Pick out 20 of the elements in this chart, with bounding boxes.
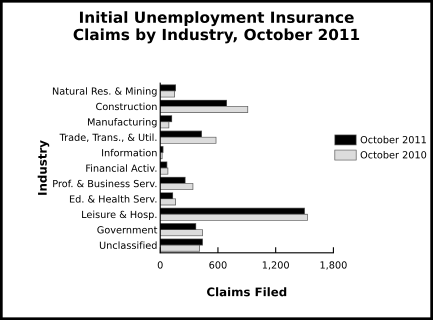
y-tick-label: Government	[97, 226, 158, 234]
x-axis-title: Claims Filed	[207, 287, 286, 296]
y-tick-label: Prof. & Business Serv.	[53, 180, 156, 188]
y-tick-label: Manufacturing	[88, 118, 157, 128]
y-tick-label: Natural Res. & Mining	[52, 87, 157, 97]
y-tick-label: Unclassified	[100, 241, 157, 249]
y-tick-label: Trade, Trans., & Util.	[60, 133, 156, 142]
chart-title: Initial Unemployment Insurance Claims by Industry, October 2011	[74, 11, 360, 44]
x-tick-label: 1,200	[262, 261, 289, 270]
x-tick-label: 0	[158, 261, 163, 269]
y-axis-title: Industry	[38, 140, 50, 195]
y-tick-label: Information	[102, 148, 157, 156]
legend-label: October 2011	[360, 136, 426, 144]
x-tick-label: 600	[209, 261, 227, 269]
legend-label: October 2010	[360, 150, 426, 158]
y-tick-label: Financial Activ.	[86, 164, 156, 172]
y-tick-label: Leisure & Hosp.	[82, 210, 156, 220]
y-tick-label: Construction	[96, 102, 157, 110]
x-tick-label: 1,800	[320, 261, 347, 270]
y-tick-label: Ed. & Health Serv.	[70, 195, 156, 203]
